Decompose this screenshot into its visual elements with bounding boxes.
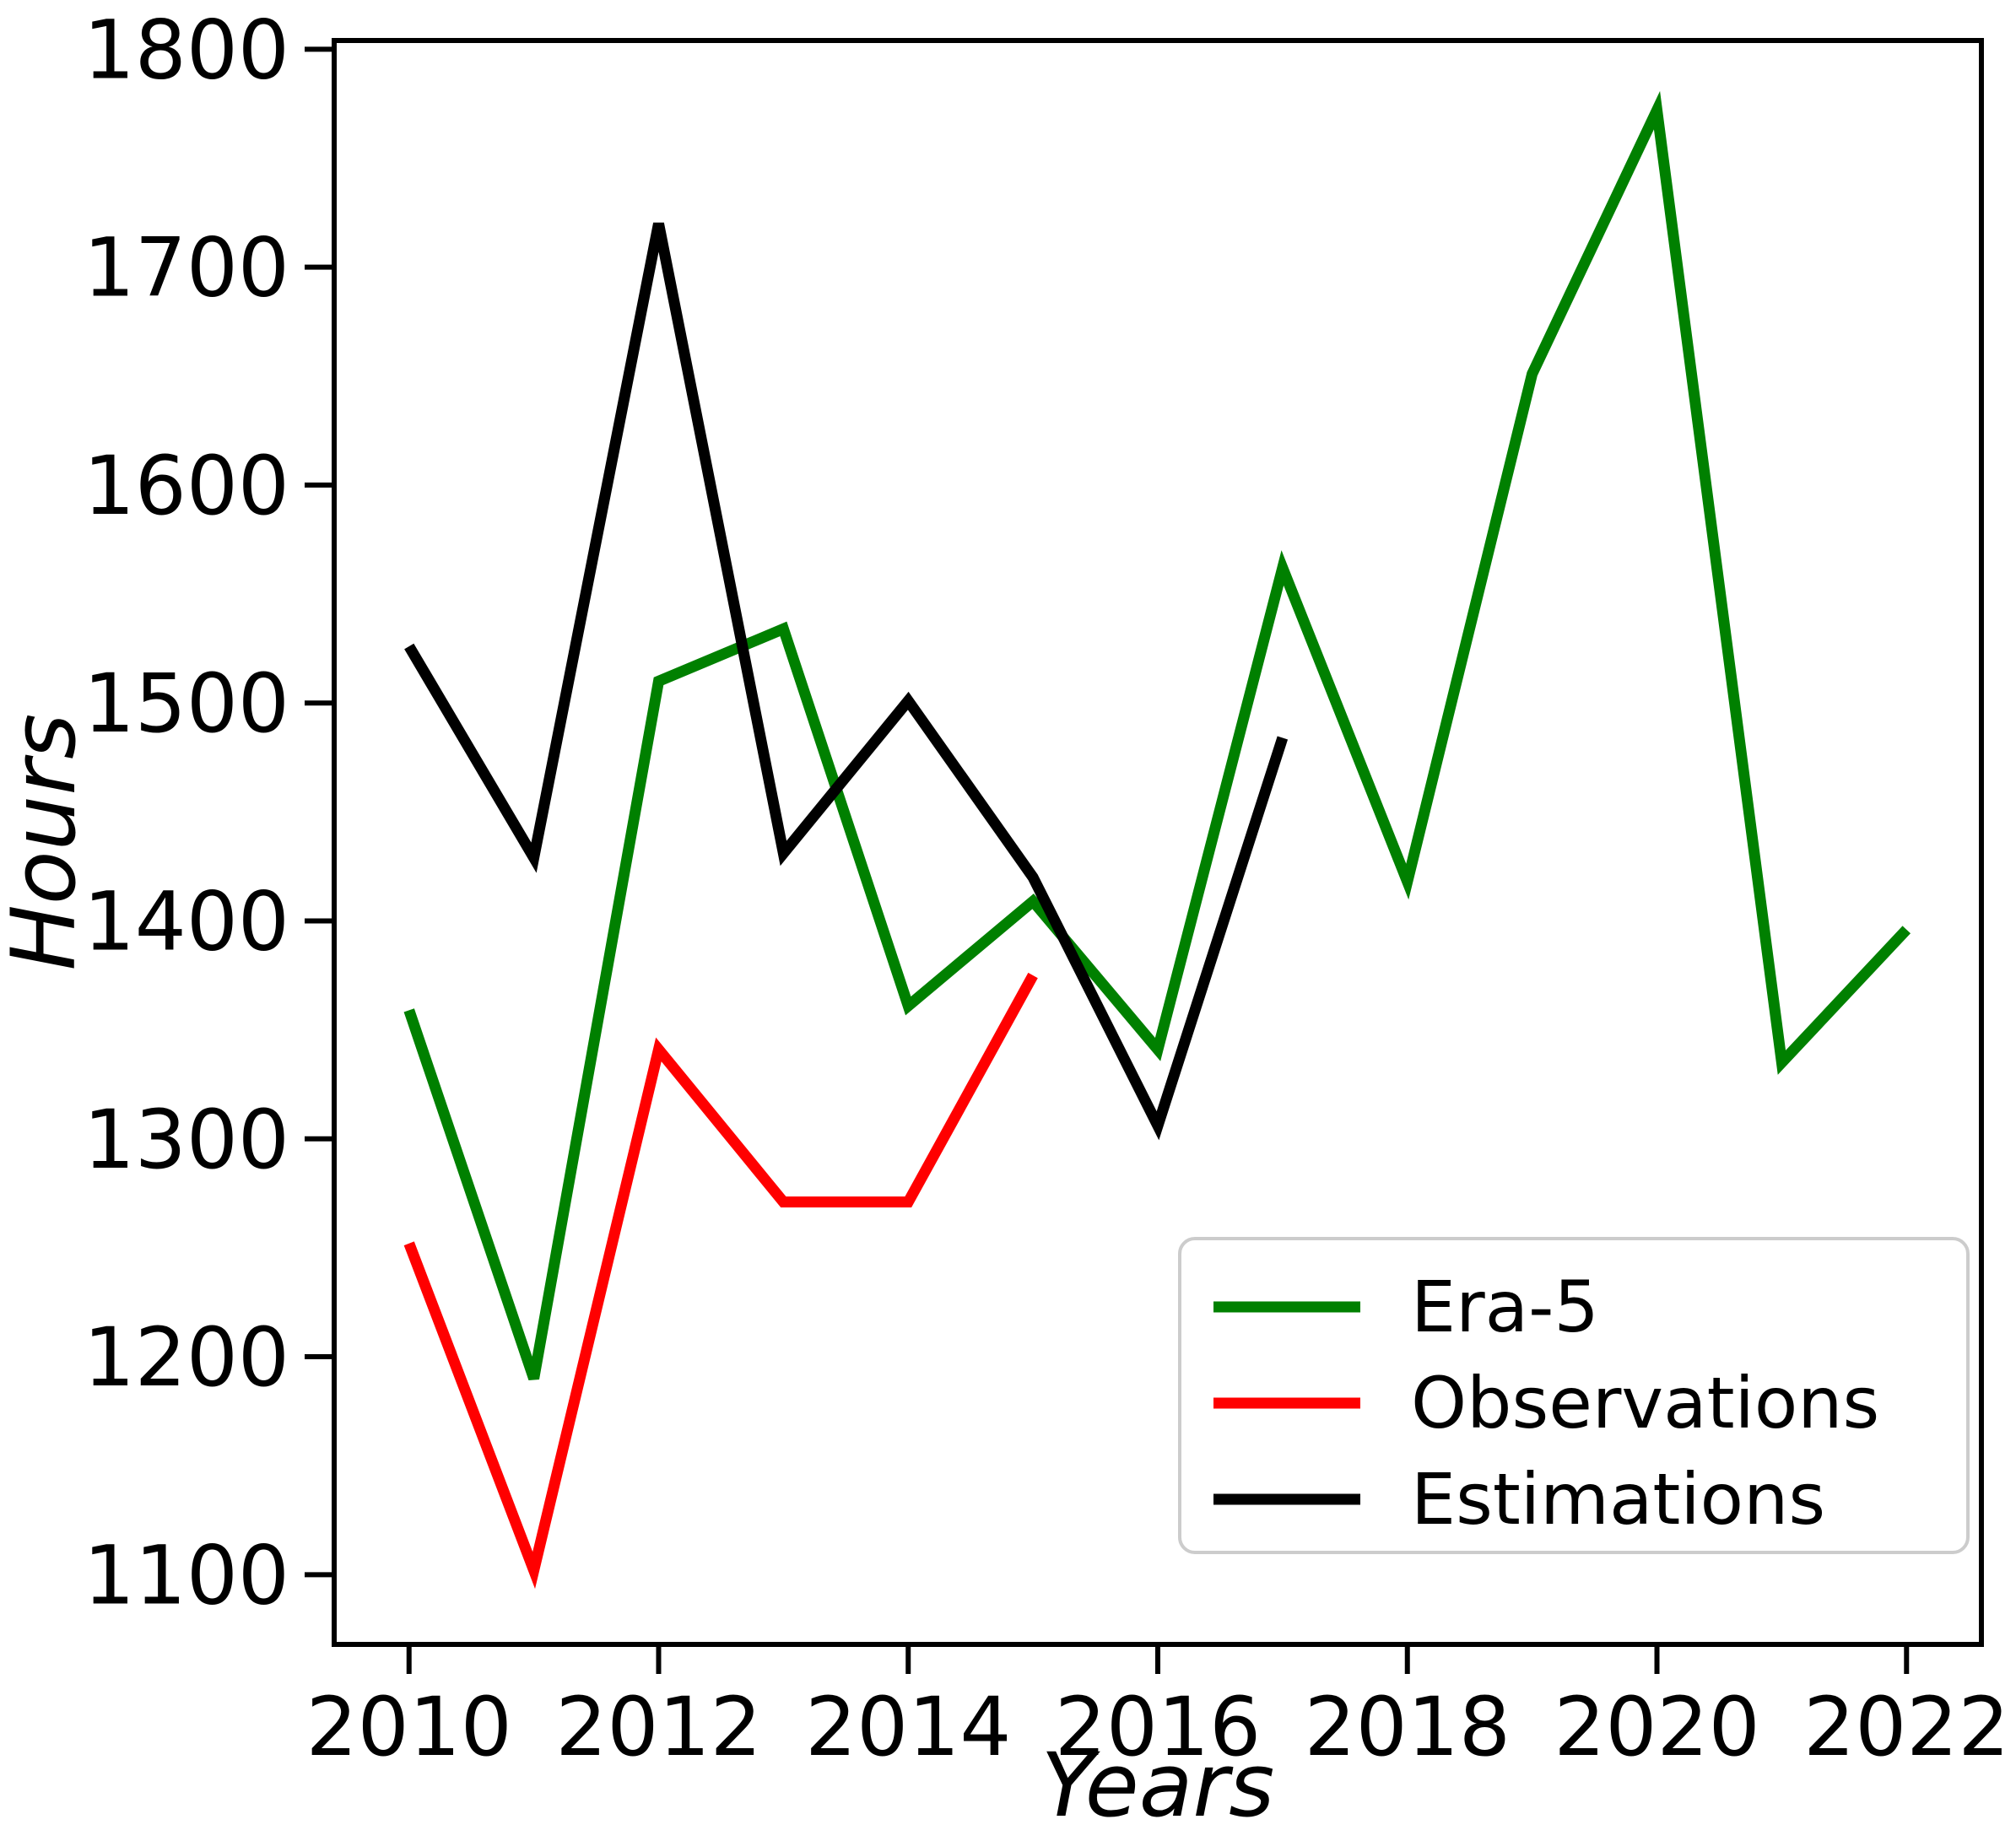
y-tick-label: 1800 bbox=[84, 3, 289, 97]
series-line-era-5 bbox=[403, 90, 1911, 1380]
y-tick-label: 1700 bbox=[84, 221, 289, 316]
x-tick-labels: 2010 2012 2014 2016 2018 2020 2022 bbox=[306, 1680, 2010, 1774]
legend-box bbox=[1178, 1237, 1970, 1554]
y-tick-label: 1500 bbox=[84, 656, 289, 751]
x-tick-label: 2010 bbox=[306, 1680, 512, 1774]
y-tick-label: 1200 bbox=[84, 1310, 289, 1405]
legend-entries: Era-5 Observations Estimations bbox=[1213, 1266, 1879, 1541]
x-tick-label: 2016 bbox=[1055, 1680, 1261, 1774]
y-axis-label: Hours bbox=[0, 714, 95, 971]
y-tick-label: 1600 bbox=[84, 439, 289, 533]
legend-label-observations: Observations bbox=[1411, 1362, 1879, 1444]
x-tick-label: 2014 bbox=[805, 1680, 1011, 1774]
y-tick-labels: 1100 1200 1300 1400 1500 1600 1700 1800 bbox=[84, 3, 289, 1622]
y-tick-label: 1100 bbox=[84, 1528, 289, 1622]
series-line-estimations bbox=[404, 222, 1289, 1141]
series-line-observations bbox=[403, 972, 1038, 1590]
legend-label-era-5: Era-5 bbox=[1411, 1266, 1599, 1348]
y-tick-label: 1400 bbox=[84, 874, 289, 969]
legend-label-estimations: Estimations bbox=[1411, 1458, 1825, 1541]
x-tick-label: 2020 bbox=[1554, 1680, 1759, 1774]
x-tick-label: 2022 bbox=[1803, 1680, 2009, 1774]
x-tick-label: 2012 bbox=[555, 1680, 761, 1774]
x-tick-label: 2018 bbox=[1305, 1680, 1511, 1774]
series-lines bbox=[403, 90, 1911, 1590]
x-axis-label: Years bbox=[1041, 1734, 1275, 1837]
legend: Era-5 Observations Estimations bbox=[1178, 1237, 1970, 1554]
y-tick-label: 1300 bbox=[84, 1093, 289, 1187]
axis-ticks bbox=[305, 46, 1910, 1674]
